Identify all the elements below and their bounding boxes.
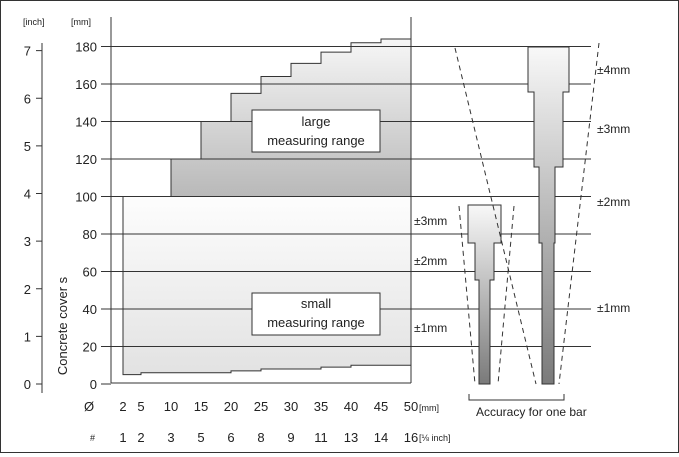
small-range-label-line1: small xyxy=(301,296,331,311)
large-accuracy-label-4mm: ±4mm xyxy=(597,63,630,77)
x-hash-tick-9: 9 xyxy=(287,430,294,445)
x-mm-prefix: Ø xyxy=(84,399,94,414)
x-mm-tick-labels: 2 5 10 15 20 25 30 35 40 45 50 xyxy=(119,399,418,414)
small-tolerance-dash-right xyxy=(497,205,515,385)
x-hash-tick-1: 1 xyxy=(119,430,126,445)
small-accuracy-label-3mm: ±3mm xyxy=(414,214,447,228)
inch-unit-label: [inch] xyxy=(23,17,45,27)
small-tolerance-dash-left xyxy=(458,205,476,385)
x-hash-prefix: # xyxy=(90,433,95,443)
accuracy-bracket xyxy=(468,394,565,401)
small-range-label-box xyxy=(251,292,381,336)
x-hash-tick-11: 11 xyxy=(314,430,328,445)
x-mm-tick-20: 20 xyxy=(224,399,238,414)
y-inch-tick-6: 6 xyxy=(24,91,31,106)
y-mm-tick-60: 60 xyxy=(83,265,97,280)
large-accuracy-label-1mm: ±1mm xyxy=(597,301,630,315)
x-mm-tick-5: 5 xyxy=(137,399,144,414)
y-mm-tick-100: 100 xyxy=(75,190,97,205)
x-hash-tick-14: 14 xyxy=(374,430,388,445)
accuracy-panel: ±3mm ±2mm ±1mm ±4mm ±3mm ±2mm ±1mm Accur… xyxy=(414,42,630,419)
x-hash-tick-labels: 1 2 3 5 6 8 9 11 13 14 16 xyxy=(119,430,418,445)
y-mm-tick-labels: 0 20 40 60 80 100 120 140 160 180 xyxy=(75,40,111,392)
large-range-label-box xyxy=(251,109,381,153)
y-inch-tick-2: 2 xyxy=(24,282,31,297)
y-mm-tick-80: 80 xyxy=(83,227,97,242)
small-measuring-range-area xyxy=(122,196,412,376)
x-mm-tick-40: 40 xyxy=(344,399,358,414)
y-mm-tick-40: 40 xyxy=(83,302,97,317)
x-hash-tick-3: 3 xyxy=(167,430,174,445)
x-mm-tick-15: 15 xyxy=(194,399,208,414)
x-hash-tick-8: 8 xyxy=(257,430,264,445)
x-eighths-unit-label: [⅛ inch] xyxy=(419,433,451,443)
x-hash-tick-2: 2 xyxy=(137,430,144,445)
large-range-label-line2: measuring range xyxy=(267,133,365,148)
y-mm-tick-160: 160 xyxy=(75,77,97,92)
y-inch-tick-4: 4 xyxy=(24,187,31,202)
x-mm-tick-30: 30 xyxy=(284,399,298,414)
y-inch-tick-0: 0 xyxy=(24,377,31,392)
x-hash-tick-16: 16 xyxy=(404,430,418,445)
y-mm-tick-140: 140 xyxy=(75,115,97,130)
x-mm-tick-10: 10 xyxy=(164,399,178,414)
x-mm-tick-2: 2 xyxy=(119,399,126,414)
large-tolerance-dash-right xyxy=(558,42,600,385)
y-inch-tick-5: 5 xyxy=(24,139,31,154)
accuracy-bar-small xyxy=(467,204,502,385)
large-accuracy-label-3mm: ±3mm xyxy=(597,122,630,136)
x-mm-tick-45: 45 xyxy=(374,399,388,414)
accuracy-caption: Accuracy for one bar xyxy=(476,405,587,419)
y-mm-tick-0: 0 xyxy=(90,377,97,392)
x-mm-unit-label: [mm] xyxy=(419,403,439,413)
y-inch-tick-7: 7 xyxy=(24,44,31,59)
y-axis-title: Concrete cover s xyxy=(55,276,70,375)
y-inch-tick-labels: 0 1 2 3 4 5 6 7 xyxy=(24,44,42,392)
x-mm-tick-25: 25 xyxy=(254,399,268,414)
large-range-label-line1: large xyxy=(302,114,331,129)
y-mm-tick-120: 120 xyxy=(75,152,97,167)
small-range-label-line2: measuring range xyxy=(267,315,365,330)
y-mm-tick-20: 20 xyxy=(83,340,97,355)
y-inch-tick-3: 3 xyxy=(24,234,31,249)
x-hash-tick-6: 6 xyxy=(227,430,234,445)
y-inch-tick-1: 1 xyxy=(24,329,31,344)
x-hash-tick-13: 13 xyxy=(344,430,358,445)
y-mm-tick-180: 180 xyxy=(75,40,97,55)
large-tolerance-dash-left xyxy=(454,47,537,385)
small-accuracy-label-2mm: ±2mm xyxy=(414,254,447,268)
accuracy-bar-large xyxy=(527,46,570,385)
x-mm-tick-35: 35 xyxy=(314,399,328,414)
x-mm-tick-50: 50 xyxy=(404,399,418,414)
large-accuracy-label-2mm: ±2mm xyxy=(597,195,630,209)
mm-unit-label: [mm] xyxy=(71,17,91,27)
small-accuracy-label-1mm: ±1mm xyxy=(414,321,447,335)
x-hash-tick-5: 5 xyxy=(197,430,204,445)
